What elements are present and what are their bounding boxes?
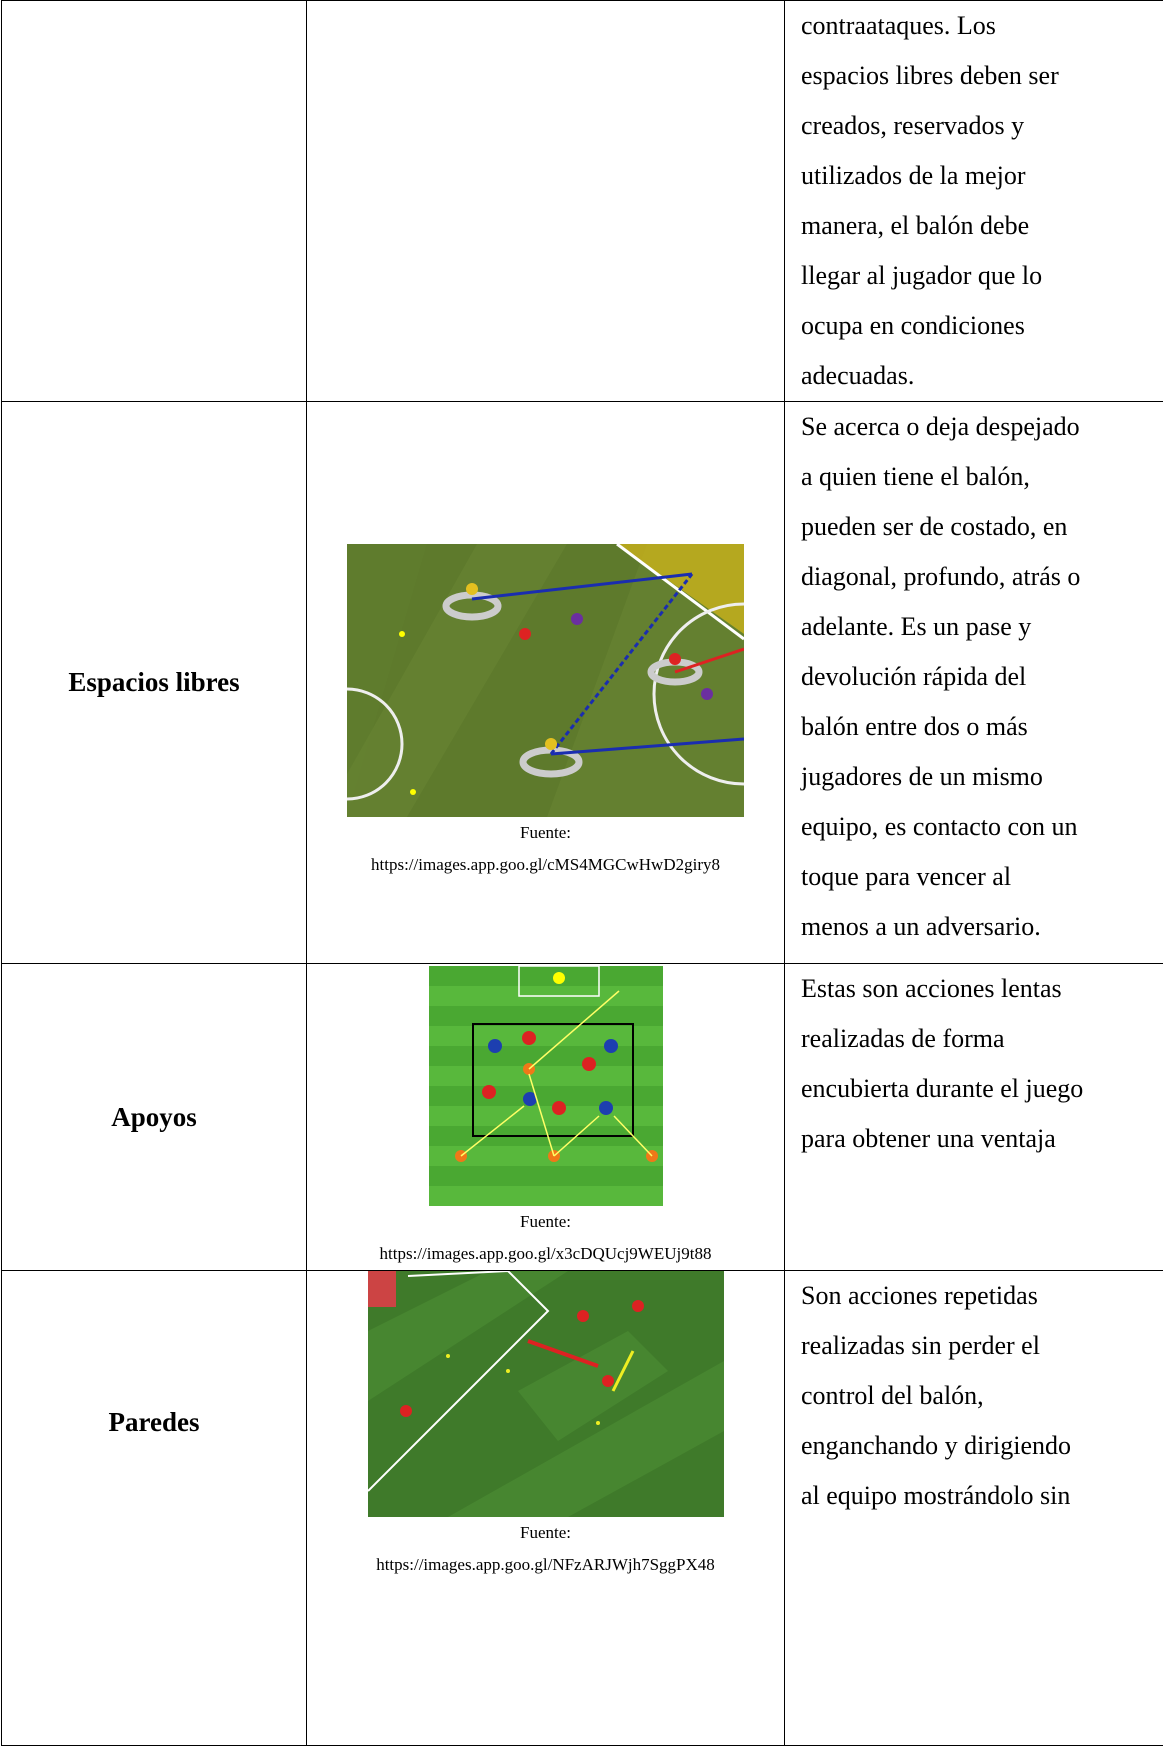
description-line: pueden ser de costado, en	[801, 502, 1163, 552]
table-row: Espacios libres	[2, 402, 1163, 964]
description-line: adecuadas.	[801, 351, 1163, 401]
description-line: utilizados de la mejor	[801, 151, 1163, 201]
field-image	[368, 1271, 724, 1517]
description-line: creados, reservados y	[801, 101, 1163, 151]
caption-source: Fuente:	[307, 817, 784, 849]
image-caption: Fuente:https://images.app.goo.gl/NFzARJW…	[307, 1517, 784, 1581]
description-line: diagonal, profundo, atrás o	[801, 552, 1163, 602]
caption-url: https://images.app.goo.gl/NFzARJWjh7SggP…	[307, 1549, 784, 1581]
description-line: a quien tiene el balón,	[801, 452, 1163, 502]
caption-url: https://images.app.goo.gl/cMS4MGCwHwD2gi…	[307, 849, 784, 881]
description-line: contraataques. Los	[801, 1, 1163, 51]
caption-source: Fuente:	[307, 1517, 784, 1549]
description-line: jugadores de un mismo	[801, 752, 1163, 802]
description-line: equipo, es contacto con un	[801, 802, 1163, 852]
description-line: espacios libres deben ser	[801, 51, 1163, 101]
description-line: realizadas sin perder el	[801, 1321, 1163, 1371]
row-label-cell	[2, 1, 307, 402]
description-line: menos a un adversario.	[801, 902, 1163, 952]
image-cell	[307, 1, 785, 402]
description-line: balón entre dos o más	[801, 702, 1163, 752]
description-line: llegar al jugador que lo	[801, 251, 1163, 301]
row-label: Espacios libres	[2, 402, 307, 964]
image-caption: Fuente:https://images.app.goo.gl/cMS4MGC…	[307, 817, 784, 881]
description-line: adelante. Es un pase y	[801, 602, 1163, 652]
description-line: toque para vencer al	[801, 852, 1163, 902]
description-line: enganchando y dirigiendo	[801, 1421, 1163, 1471]
description-line: manera, el balón debe	[801, 201, 1163, 251]
field-image	[347, 544, 744, 817]
image-cell: Fuente:https://images.app.goo.gl/x3cDQUc…	[307, 964, 785, 1271]
caption-source: Fuente:	[307, 1206, 784, 1238]
table-row: Paredes Fuente:https://images.app.goo.gl…	[2, 1271, 1163, 1746]
description-line: Se acerca o deja despejado	[801, 402, 1163, 452]
row-label: Paredes	[2, 1271, 307, 1746]
field-image	[429, 966, 663, 1206]
image-cell: Fuente:https://images.app.goo.gl/NFzARJW…	[307, 1271, 785, 1746]
image-caption: Fuente:https://images.app.goo.gl/x3cDQUc…	[307, 1206, 784, 1270]
row-label: Apoyos	[2, 964, 307, 1271]
table-row: Apoyos Fuente:https://images.app.goo.gl/…	[2, 964, 1163, 1271]
image-cell: Fuente:https://images.app.goo.gl/cMS4MGC…	[307, 402, 785, 964]
description-line: realizadas de forma	[801, 1014, 1163, 1064]
description-line: Son acciones repetidas	[801, 1271, 1163, 1321]
description-line: encubierta durante el juego	[801, 1064, 1163, 1114]
description-line: ocupa en condiciones	[801, 301, 1163, 351]
description-line: devolución rápida del	[801, 652, 1163, 702]
description-line: para obtener una ventaja	[801, 1114, 1163, 1164]
description-line: Estas son acciones lentas	[801, 964, 1163, 1014]
description-line: al equipo mostrándolo sin	[801, 1471, 1163, 1521]
description-line: control del balón,	[801, 1371, 1163, 1421]
caption-url: https://images.app.goo.gl/x3cDQUcj9WEUj9…	[307, 1238, 784, 1270]
